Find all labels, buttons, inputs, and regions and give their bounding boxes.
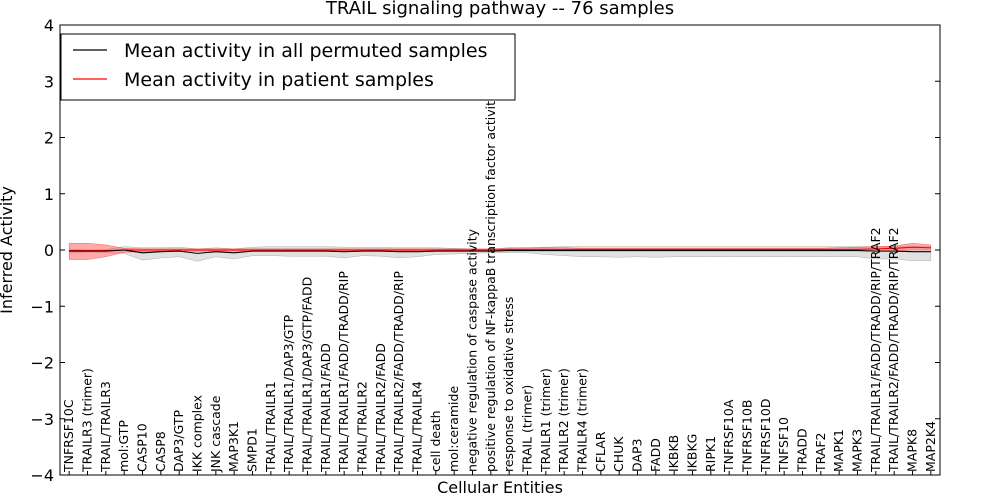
y-axis: −4 −3 −2 −1 0 1 2 3 4 bbox=[30, 16, 940, 485]
legend-label-permuted: Mean activity in all permuted samples bbox=[124, 40, 487, 62]
x-tick-label: TNFSF10 bbox=[776, 417, 791, 473]
x-tick-label: TRAIL (trimer) bbox=[520, 385, 535, 473]
x-tick-label: CASP8 bbox=[153, 431, 168, 472]
x-tick-label: IKBKG bbox=[685, 434, 700, 472]
chart-title: TRAIL signaling pathway -- 76 samples bbox=[325, 0, 674, 19]
x-tick-label: IKBKB bbox=[666, 435, 681, 472]
x-tick-label: TRAIL/TRAILR1/FADD bbox=[318, 343, 333, 473]
y-tick-label: 0 bbox=[44, 241, 54, 260]
x-tick-label: TRAILR4 (trimer) bbox=[575, 368, 590, 473]
x-tick-label: DAP3/GTP bbox=[171, 409, 186, 472]
x-tick-label: IKK complex bbox=[190, 395, 205, 472]
x-tick-label: TRAIL/TRAILR2/FADD/TRADD/RIP/TRAF2 bbox=[886, 227, 901, 473]
legend-label-patient: Mean activity in patient samples bbox=[124, 69, 434, 91]
x-tick-label: TNFRSF10B bbox=[740, 400, 755, 473]
x-tick-label: TRAILR1 (trimer) bbox=[538, 368, 553, 473]
x-tick-label: TNFRSF10A bbox=[721, 399, 736, 473]
x-tick-label: response to oxidative stress bbox=[501, 297, 516, 472]
y-axis-title: Inferred Activity bbox=[0, 186, 16, 314]
legend-box bbox=[60, 33, 516, 101]
x-tick-label: negative regulation of caspase activity bbox=[465, 228, 480, 472]
y-tick-label: 3 bbox=[44, 72, 54, 91]
x-tick-label: mol:ceramide bbox=[446, 386, 461, 472]
x-tick-label: TRAIL/TRAILR1/FADD/TRADD/RIP bbox=[336, 271, 351, 473]
x-tick-label: JNK cascade bbox=[208, 395, 223, 473]
confidence-band-patient bbox=[68, 243, 932, 260]
x-tick-label: CFLAR bbox=[593, 431, 608, 472]
y-tick-label: −3 bbox=[30, 410, 54, 429]
legend: Mean activity in all permuted samples Me… bbox=[60, 33, 516, 101]
y-tick-label: −4 bbox=[30, 466, 54, 485]
x-tick-label: RIPK1 bbox=[703, 436, 718, 472]
x-tick-label: TNFRSF10D bbox=[758, 398, 773, 473]
x-tick-label: TRAIL/TRAILR1/FADD/TRADD/RIP/TRAF2 bbox=[868, 227, 883, 473]
x-tick-label: SMPD1 bbox=[245, 428, 260, 472]
x-tick-label: TRAILR3 (trimer) bbox=[80, 368, 95, 473]
x-tick-label: CHUK bbox=[611, 436, 626, 472]
y-tick-label: 4 bbox=[44, 16, 54, 35]
x-axis-title: Cellular Entities bbox=[437, 478, 563, 497]
y-tick-label: −1 bbox=[30, 297, 54, 316]
mean-line-patient bbox=[69, 246, 931, 252]
y-tick-label: 2 bbox=[44, 129, 54, 148]
confidence-bands bbox=[68, 243, 932, 262]
series-lines bbox=[69, 246, 931, 254]
x-tick-label: TNFRSF10C bbox=[61, 399, 76, 473]
x-tick-label: CASP10 bbox=[135, 423, 150, 472]
x-tick-label: TRAIL/TRAILR3 bbox=[98, 381, 113, 473]
x-tick-label: TRAF2 bbox=[813, 432, 828, 473]
y-tick-label: 1 bbox=[44, 185, 54, 204]
x-tick-label: TRAIL/TRAILR4 bbox=[410, 381, 425, 473]
x-tick-label: MAPK1 bbox=[831, 429, 846, 472]
x-tick-label: TRAIL/TRAILR2 bbox=[355, 381, 370, 473]
y-tick-label: −2 bbox=[30, 354, 54, 373]
x-tick-label: TRAILR2 (trimer) bbox=[556, 368, 571, 473]
x-tick-label: TRAIL/TRAILR2/FADD/TRADD/RIP bbox=[391, 271, 406, 473]
x-tick-label: MAP3K1 bbox=[226, 421, 241, 472]
x-tick-label: TRAIL/TRAILR2/FADD bbox=[373, 343, 388, 473]
mean-line-permuted bbox=[69, 249, 931, 254]
x-tick-label: TRAIL/TRAILR1/DAP3/GTP bbox=[281, 314, 296, 473]
x-tick-label: MAPK8 bbox=[905, 429, 920, 472]
x-tick-label: TRADD bbox=[795, 428, 810, 473]
x-tick-label: FADD bbox=[648, 438, 663, 472]
x-tick-label: MAPK3 bbox=[850, 429, 865, 472]
x-tick-label: MAP2K4 bbox=[923, 421, 938, 472]
x-axis-category-labels: TNFRSF10C TRAILR3 (trimer) TRAIL/TRAILR3 mo… bbox=[61, 93, 938, 475]
x-tick-label: TRAIL/TRAILR1/DAP3/GTP/FADD bbox=[300, 277, 315, 473]
x-tick-label: positive regulation of NF-kappaB transcr… bbox=[483, 93, 498, 472]
x-tick-label: mol:GTP bbox=[116, 420, 131, 472]
x-tick-label: cell death bbox=[428, 410, 443, 472]
x-tick-label: TRAIL/TRAILR1 bbox=[263, 381, 278, 473]
x-tick-label: DAP3 bbox=[630, 439, 645, 472]
